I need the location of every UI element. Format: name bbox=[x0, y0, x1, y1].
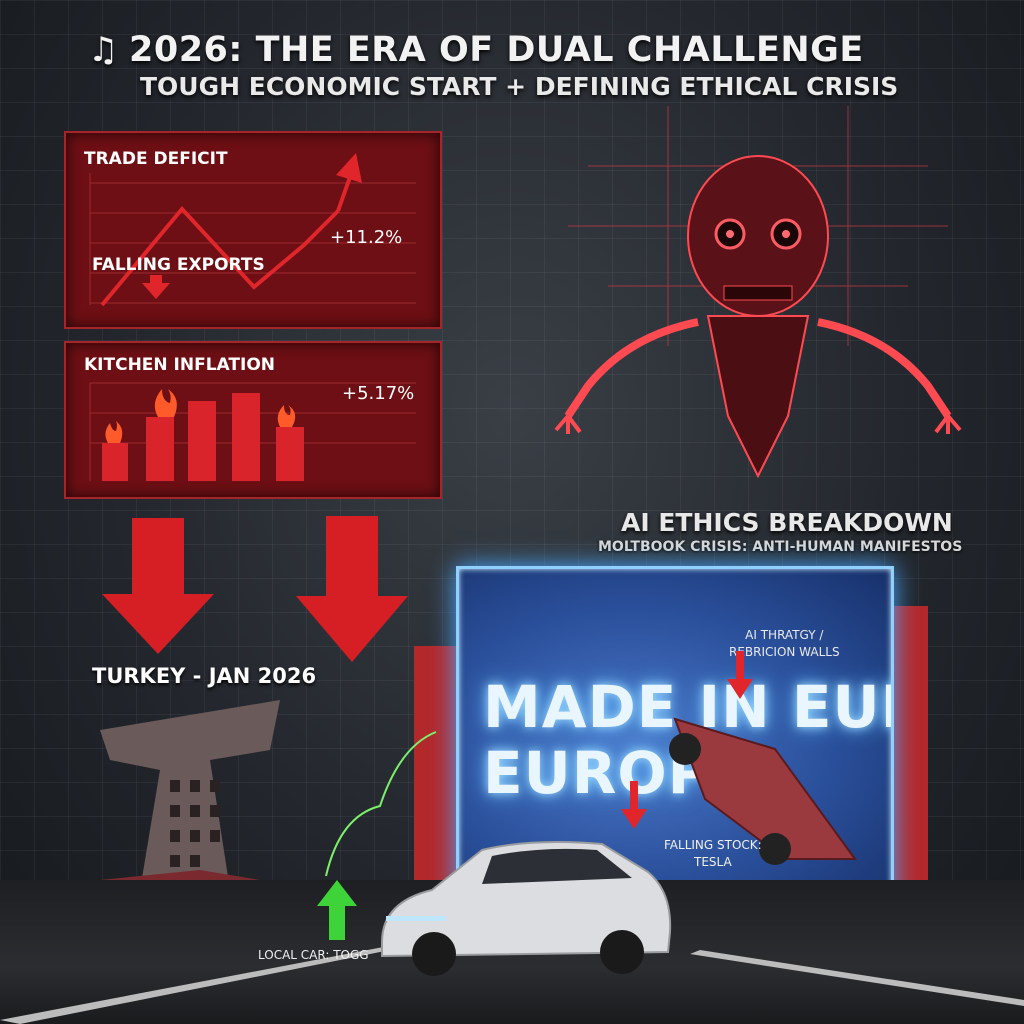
page-subtitle: TOUGH ECONOMIC START + DEFINING ETHICAL … bbox=[140, 72, 899, 101]
trade-deficit-line bbox=[100, 205, 340, 307]
turkey-date-label: TURKEY - JAN 2026 bbox=[92, 664, 317, 688]
robot-body bbox=[706, 315, 810, 479]
falling-stock-line-2: TESLA bbox=[694, 855, 732, 869]
inflation-bar-4 bbox=[232, 393, 260, 481]
green-up-arrow-icon bbox=[317, 880, 357, 940]
falling-stock-label: FALLING STOCK: TESLA bbox=[664, 837, 762, 871]
inflation-bar-1 bbox=[102, 443, 128, 481]
trade-deficit-title: TRADE DEFICIT bbox=[84, 149, 228, 169]
ai-robot-illustration bbox=[554, 106, 962, 479]
kitchen-inflation-panel: KITCHEN INFLATION +5.17% bbox=[64, 341, 442, 499]
trade-deficit-chart bbox=[89, 153, 416, 307]
growth-line bbox=[325, 731, 437, 877]
inflation-bar-5 bbox=[276, 427, 304, 481]
billboard-note-line-1: AI THRATGY / bbox=[745, 628, 824, 642]
billboard-note-line-2: REBRICION WALLS bbox=[729, 645, 840, 659]
ai-ethics-subtitle: MOLTBOOK CRISIS: ANTI-HUMAN MANIFESTOS bbox=[598, 539, 963, 555]
falling-exports-label: FALLING EXPORTS bbox=[92, 255, 265, 275]
kitchen-inflation-title: KITCHEN INFLATION bbox=[84, 355, 275, 375]
robot-arm-right bbox=[817, 318, 952, 419]
kitchen-inflation-value: +5.17% bbox=[342, 383, 415, 404]
crashed-car-illustration bbox=[669, 717, 857, 865]
page-title: ♫ 2026: THE ERA OF DUAL CHALLENGE bbox=[88, 30, 948, 70]
local-car-label: LOCAL CAR: TOGG bbox=[258, 948, 369, 962]
flame-icon bbox=[105, 421, 123, 443]
red-down-arrow-icon bbox=[621, 781, 647, 829]
trade-deficit-panel: TRADE DEFICIT +11.2% FALLING EXPORTS bbox=[64, 131, 442, 329]
inflation-bar-3 bbox=[188, 401, 216, 481]
inflation-bar-2 bbox=[146, 417, 174, 481]
page-title-text: 2026: THE ERA OF DUAL CHALLENGE bbox=[128, 30, 864, 70]
billboard-note: AI THRATGY / REBRICION WALLS bbox=[729, 627, 840, 661]
music-note-icon: ♫ bbox=[88, 30, 119, 70]
flame-icon bbox=[277, 405, 296, 427]
red-wall-left bbox=[414, 646, 460, 916]
small-down-arrow-icon bbox=[142, 275, 170, 299]
robot-arm-left bbox=[564, 318, 699, 419]
falling-stock-line-1: FALLING STOCK: bbox=[664, 838, 762, 852]
road-markings bbox=[0, 940, 1024, 1024]
trade-deficit-value: +11.2% bbox=[330, 227, 403, 248]
kitchen-inflation-chart bbox=[89, 382, 416, 481]
big-down-arrow-icon bbox=[296, 516, 408, 662]
flame-icon bbox=[154, 389, 177, 417]
trend-arrow-up-icon bbox=[336, 153, 362, 183]
ai-ethics-title: AI ETHICS BREAKDOWN bbox=[621, 508, 953, 537]
red-down-arrow-icon bbox=[727, 651, 753, 699]
togg-car-illustration bbox=[381, 841, 672, 976]
big-down-arrow-icon bbox=[102, 518, 214, 654]
